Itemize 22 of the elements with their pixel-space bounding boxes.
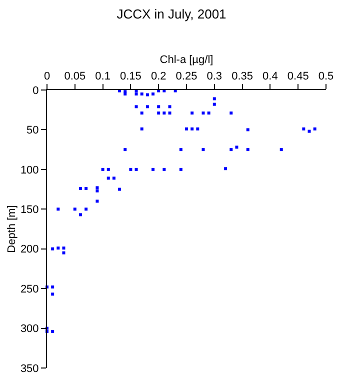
- y-tick-label: 300: [20, 323, 39, 336]
- chart-title: JCCX in July, 2001: [116, 6, 226, 22]
- x-tick-label: 0.05: [64, 70, 86, 83]
- y-tick-label: 100: [20, 164, 39, 176]
- x-tick-label: 0.25: [176, 70, 198, 83]
- x-tick-label: 0.35: [232, 70, 254, 83]
- y-axis-title: Depth [m]: [6, 205, 18, 253]
- x-tick-label: 0.4: [262, 70, 278, 83]
- y-tick-label: 150: [20, 204, 39, 216]
- x-tick-label: 0.2: [150, 70, 166, 83]
- y-tick-label: 350: [20, 362, 39, 375]
- x-tick-label: 0.3: [206, 70, 222, 83]
- x-tick-label: 0.45: [287, 70, 309, 83]
- y-tick-label: 200: [20, 244, 39, 256]
- y-tick-label: 0: [32, 84, 39, 97]
- y-tick-label: 50: [26, 124, 39, 137]
- x-tick-label: 0.5: [318, 70, 334, 83]
- x-tick-label: 0: [44, 70, 50, 83]
- x-tick-label: 0.1: [95, 70, 110, 83]
- y-tick-label: 250: [20, 283, 39, 296]
- x-axis-title: Chl-a [µg/l]: [160, 54, 214, 66]
- x-tick-label: 0.15: [120, 70, 142, 83]
